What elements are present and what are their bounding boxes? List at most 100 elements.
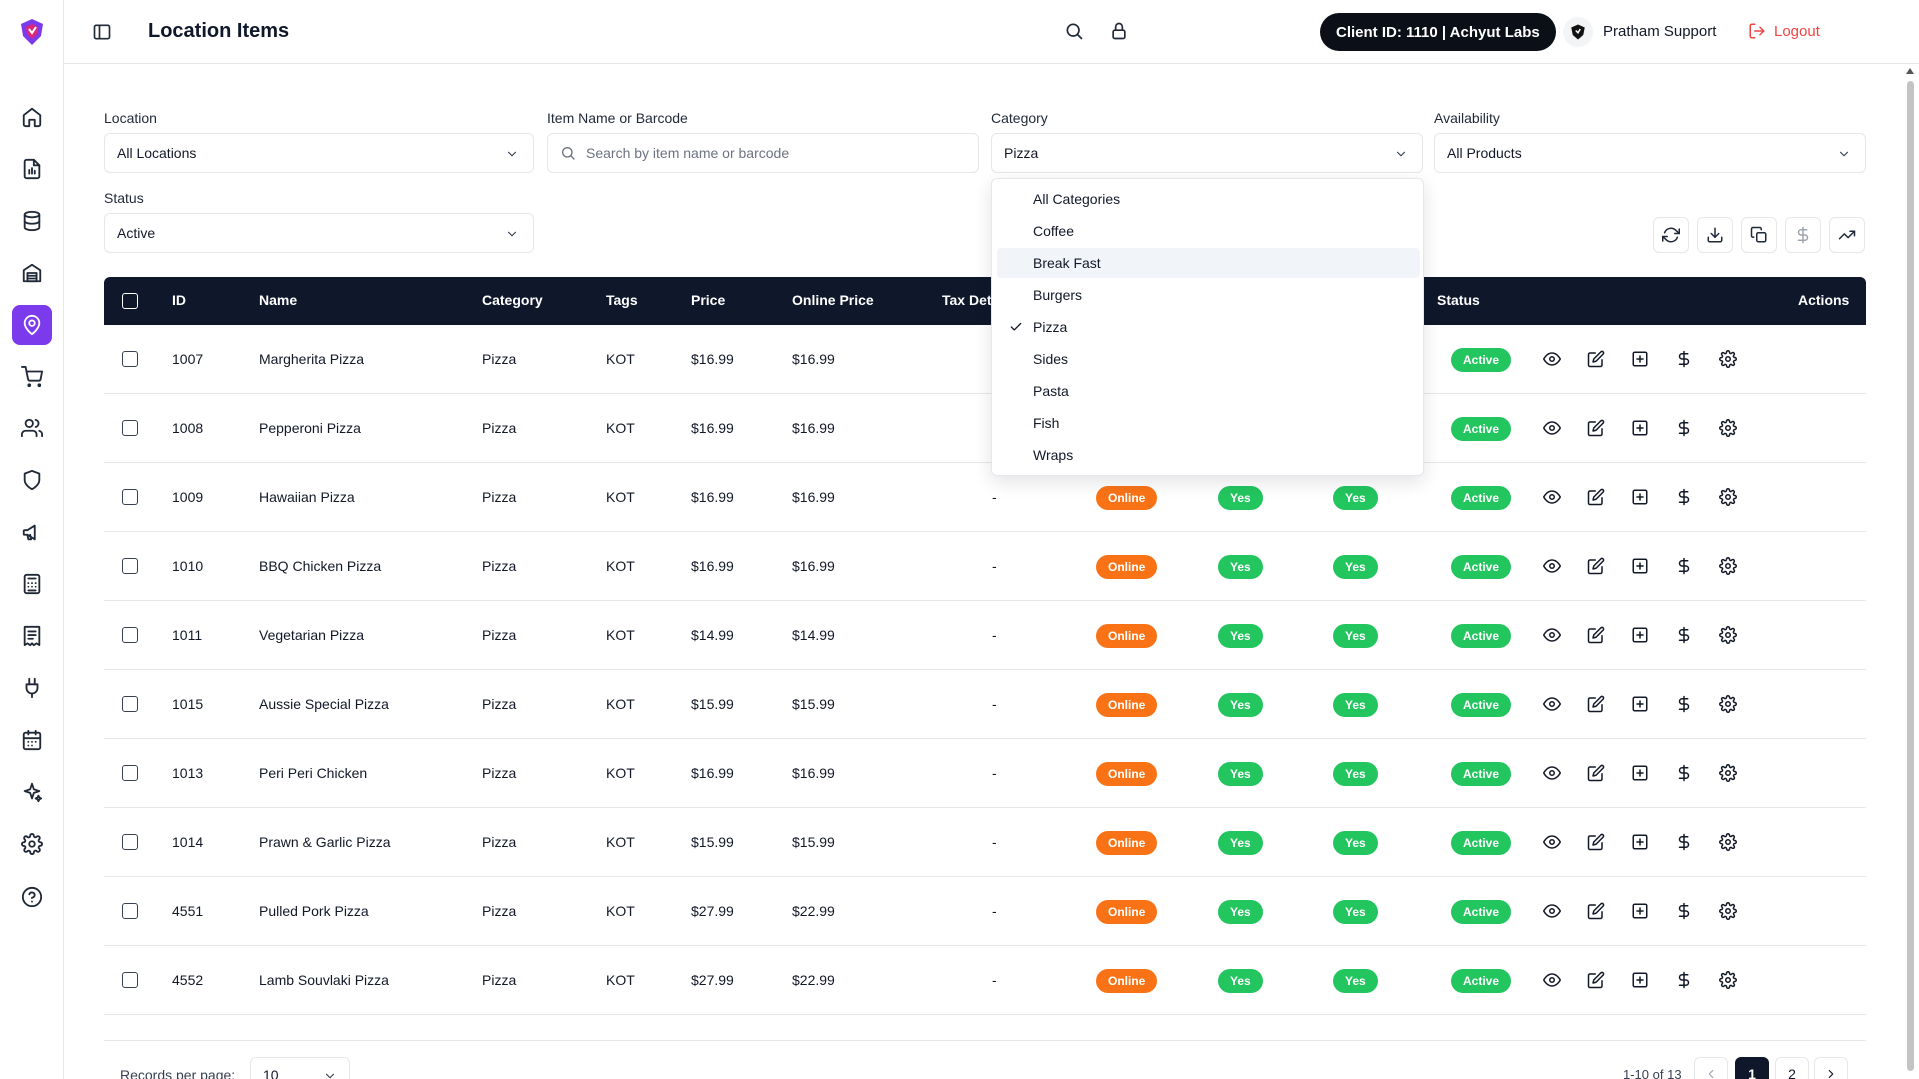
view-action-button[interactable] [1543, 557, 1561, 575]
edit-action-button[interactable] [1587, 626, 1605, 644]
logout-button[interactable]: Logout [1748, 22, 1820, 40]
sidebar-item-users[interactable] [12, 408, 52, 448]
view-action-button[interactable] [1543, 488, 1561, 506]
edit-action-button[interactable] [1587, 557, 1605, 575]
sidebar-item-megaphone[interactable] [12, 512, 52, 552]
dollar-action-button[interactable] [1675, 626, 1693, 644]
gear-action-button[interactable] [1719, 488, 1737, 506]
row-checkbox[interactable] [122, 696, 138, 712]
category-option[interactable]: Pasta [997, 376, 1420, 406]
gear-action-button[interactable] [1719, 902, 1737, 920]
row-checkbox[interactable] [122, 627, 138, 643]
sidebar-toggle-icon[interactable] [92, 22, 112, 42]
category-option[interactable]: Break Fast [997, 248, 1420, 278]
table-row[interactable]: 1015 Aussie Special Pizza Pizza KOT $15.99 $1… [104, 670, 1866, 739]
edit-action-button[interactable] [1587, 902, 1605, 920]
column-header-status[interactable]: Status [1437, 292, 1480, 308]
edit-action-button[interactable] [1587, 764, 1605, 782]
edit-action-button[interactable] [1587, 350, 1605, 368]
avatar[interactable] [1563, 17, 1593, 47]
edit-action-button[interactable] [1587, 833, 1605, 851]
add-box-action-button[interactable] [1631, 557, 1649, 575]
dollar-action-button[interactable] [1675, 419, 1693, 437]
row-checkbox[interactable] [122, 420, 138, 436]
search-input[interactable] [586, 145, 966, 161]
scroll-up-arrow[interactable] [1906, 68, 1914, 74]
gear-action-button[interactable] [1719, 419, 1737, 437]
table-row[interactable]: 1011 Vegetarian Pizza Pizza KOT $14.99 $14.99… [104, 601, 1866, 670]
sidebar-item-calendar[interactable] [12, 720, 52, 760]
view-action-button[interactable] [1543, 833, 1561, 851]
gear-action-button[interactable] [1719, 833, 1737, 851]
dollar-action-button[interactable] [1675, 902, 1693, 920]
sidebar-item-plug[interactable] [12, 668, 52, 708]
category-option[interactable]: Coffee [997, 216, 1420, 246]
add-box-action-button[interactable] [1631, 350, 1649, 368]
dollar-action-button[interactable] [1675, 695, 1693, 713]
table-row[interactable]: 1007 Margherita Pizza Pizza KOT $16.99 $16.99… [104, 325, 1866, 394]
add-box-action-button[interactable] [1631, 419, 1649, 437]
sidebar-item-warehouse[interactable] [12, 253, 52, 293]
row-checkbox[interactable] [122, 972, 138, 988]
select-all-checkbox[interactable] [122, 293, 138, 309]
add-box-action-button[interactable] [1631, 764, 1649, 782]
view-action-button[interactable] [1543, 764, 1561, 782]
brand-logo[interactable] [19, 18, 45, 46]
category-option[interactable]: Pizza [997, 312, 1420, 342]
page-button-2[interactable]: 2 [1775, 1057, 1809, 1079]
sidebar-item-gear[interactable] [12, 824, 52, 864]
column-header-name[interactable]: Name [259, 292, 298, 308]
lock-icon[interactable] [1109, 21, 1131, 43]
gear-action-button[interactable] [1719, 557, 1737, 575]
add-box-action-button[interactable] [1631, 833, 1649, 851]
edit-action-button[interactable] [1587, 695, 1605, 713]
view-action-button[interactable] [1543, 902, 1561, 920]
dollar-action-button[interactable] [1675, 833, 1693, 851]
row-checkbox[interactable] [122, 351, 138, 367]
add-box-action-button[interactable] [1631, 902, 1649, 920]
dollar-action-button[interactable] [1675, 971, 1693, 989]
category-option[interactable]: All Categories [997, 184, 1420, 214]
column-header-online-price[interactable]: Online Price [792, 292, 874, 308]
search-field[interactable] [547, 133, 979, 173]
dollar-action-button[interactable] [1675, 488, 1693, 506]
gear-action-button[interactable] [1719, 764, 1737, 782]
sidebar-item-document[interactable] [12, 149, 52, 189]
location-select[interactable]: All Locations [104, 133, 534, 173]
trending-button[interactable] [1829, 217, 1865, 253]
category-select[interactable]: Pizza [991, 133, 1423, 173]
user-name[interactable]: Pratham Support [1603, 23, 1717, 40]
availability-select[interactable]: All Products [1434, 133, 1866, 173]
sidebar-item-shield[interactable] [12, 460, 52, 500]
add-box-action-button[interactable] [1631, 971, 1649, 989]
dollar-action-button[interactable] [1675, 350, 1693, 368]
scrollbar-thumb[interactable] [1907, 81, 1914, 1071]
copy-button[interactable] [1741, 217, 1777, 253]
page-scrollbar[interactable] [1906, 66, 1915, 1079]
column-header-id[interactable]: ID [172, 292, 186, 308]
row-checkbox[interactable] [122, 558, 138, 574]
add-box-action-button[interactable] [1631, 488, 1649, 506]
view-action-button[interactable] [1543, 626, 1561, 644]
view-action-button[interactable] [1543, 350, 1561, 368]
table-row[interactable]: 1013 Peri Peri Chicken Pizza KOT $16.99 $16.9… [104, 739, 1866, 808]
sidebar-item-receipt[interactable] [12, 616, 52, 656]
client-id-badge[interactable]: Client ID: 1110 | Achyut Labs [1320, 13, 1556, 51]
price-button[interactable] [1785, 217, 1821, 253]
table-row[interactable]: 4551 Pulled Pork Pizza Pizza KOT $27.99 $22.9… [104, 877, 1866, 946]
sidebar-item-sparkle[interactable] [12, 772, 52, 812]
row-checkbox[interactable] [122, 489, 138, 505]
table-row[interactable]: 1009 Hawaiian Pizza Pizza KOT $16.99 $16.99 - O… [104, 463, 1866, 532]
dollar-action-button[interactable] [1675, 764, 1693, 782]
table-row[interactable]: 4552 Lamb Souvlaki Pizza Pizza KOT $27.99 $22… [104, 946, 1866, 1015]
sidebar-item-help[interactable] [12, 877, 52, 917]
table-row[interactable]: 1010 BBQ Chicken Pizza Pizza KOT $16.99 $16.9… [104, 532, 1866, 601]
page-button-1[interactable]: 1 [1735, 1057, 1769, 1079]
next-page-button[interactable] [1814, 1057, 1848, 1079]
gear-action-button[interactable] [1719, 695, 1737, 713]
sidebar-item-home[interactable] [12, 97, 52, 137]
category-option[interactable]: Fish [997, 408, 1420, 438]
sidebar-item-cart[interactable] [12, 357, 52, 397]
view-action-button[interactable] [1543, 971, 1561, 989]
edit-action-button[interactable] [1587, 971, 1605, 989]
